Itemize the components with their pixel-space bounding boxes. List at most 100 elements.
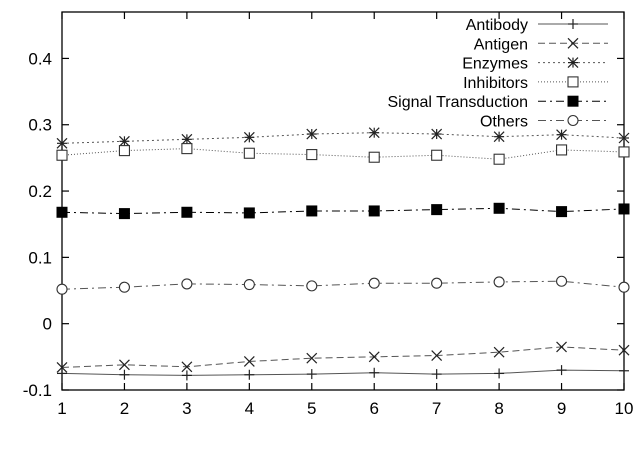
- data-point: [493, 276, 505, 288]
- x-tick-label: 2: [120, 399, 129, 418]
- series-inhibitors: [56, 143, 630, 165]
- legend-label: Antigen: [474, 36, 528, 53]
- data-point: [556, 129, 567, 141]
- data-point: [431, 204, 443, 216]
- data-point: [119, 359, 130, 371]
- data-point: [493, 153, 505, 165]
- data-point: [56, 283, 68, 295]
- legend-marker: [567, 114, 579, 127]
- data-point: [556, 365, 567, 376]
- data-point: [306, 128, 318, 140]
- legend-marker: [567, 57, 579, 69]
- data-point: [618, 146, 630, 158]
- data-point: [306, 369, 317, 380]
- data-point: [493, 346, 505, 358]
- data-point: [243, 131, 255, 143]
- data-point: [556, 341, 567, 353]
- x-tick-label: 5: [307, 399, 316, 418]
- data-point: [56, 362, 68, 373]
- data-point: [243, 147, 255, 159]
- data-point: [306, 205, 318, 217]
- data-point: [306, 280, 318, 292]
- y-tick-label: 0.4: [28, 49, 52, 68]
- data-point: [431, 149, 443, 161]
- data-point: [431, 369, 442, 380]
- legend-item: Enzymes: [462, 56, 608, 73]
- legend-item: Signal Transduction: [387, 94, 608, 111]
- legend-marker: [567, 37, 579, 49]
- data-point: [56, 149, 68, 161]
- legend: Antibody Antigen Enzymes Inhibitors Signal T…: [387, 17, 608, 131]
- series-line: [61, 207, 625, 215]
- legend-item: Inhibitors: [463, 75, 608, 92]
- series-enzymes: [56, 127, 630, 149]
- data-point: [119, 135, 130, 147]
- series-line: [61, 346, 625, 368]
- x-tick-label: 1: [57, 399, 66, 418]
- data-point: [368, 277, 380, 289]
- data-point: [306, 352, 318, 364]
- data-point: [118, 145, 130, 157]
- x-tick-label: 8: [494, 399, 503, 418]
- data-point: [56, 137, 68, 149]
- y-tick-label: -0.1: [23, 381, 52, 400]
- series-others: [56, 275, 630, 295]
- data-point: [181, 361, 193, 373]
- data-point: [119, 369, 130, 380]
- data-point: [181, 206, 193, 218]
- legend-item: Others: [480, 114, 608, 131]
- data-point: [368, 351, 380, 363]
- y-tick-label: 0: [43, 315, 52, 334]
- series-line: [61, 132, 625, 144]
- series-line: [61, 148, 625, 160]
- data-point: [181, 370, 192, 381]
- x-tick-label: 10: [615, 399, 634, 418]
- axis-ticks: 1 2 3 4 5 6 7 8 9 10 -0.1 0 0.1 0.2 0.3 0.4: [23, 12, 634, 418]
- data-point: [181, 133, 193, 145]
- data-point: [556, 144, 568, 156]
- legend-marker: [568, 19, 578, 29]
- legend-item: Antigen: [474, 36, 608, 53]
- data-point: [493, 131, 505, 143]
- data-point: [243, 279, 255, 291]
- data-point: [431, 128, 443, 140]
- data-point: [619, 365, 629, 376]
- series-layer: [56, 127, 630, 381]
- x-tick-label: 6: [369, 399, 378, 418]
- data-point: [56, 206, 68, 218]
- plot-frame: [61, 11, 625, 391]
- data-point: [431, 350, 443, 361]
- data-point: [368, 205, 380, 217]
- series-line: [61, 280, 625, 290]
- data-point: [618, 203, 630, 215]
- legend-label: Signal Transduction: [387, 94, 528, 111]
- data-point: [494, 368, 505, 379]
- data-point: [181, 278, 193, 290]
- x-tick-label: 3: [182, 399, 191, 418]
- data-point: [556, 275, 568, 287]
- legend-marker: [567, 76, 579, 88]
- data-point: [618, 132, 630, 144]
- x-tick-label: 4: [245, 399, 254, 418]
- data-point: [556, 206, 568, 218]
- data-point: [618, 344, 630, 356]
- data-point: [118, 281, 130, 293]
- data-point: [368, 151, 380, 163]
- data-point: [618, 281, 630, 293]
- data-point: [57, 368, 67, 379]
- legend-label: Inhibitors: [463, 75, 528, 92]
- legend-marker: [567, 95, 579, 107]
- data-point: [431, 277, 443, 289]
- data-point: [181, 143, 193, 155]
- y-tick-label: 0.3: [28, 116, 52, 135]
- series-line: [61, 369, 625, 376]
- series-signal-transduction: [56, 202, 630, 220]
- legend-item: Antibody: [466, 17, 608, 34]
- x-tick-label: 7: [432, 399, 441, 418]
- data-point: [493, 202, 505, 214]
- data-point: [369, 367, 380, 378]
- data-point: [243, 207, 255, 219]
- legend-label: Others: [480, 114, 528, 131]
- data-point: [306, 149, 318, 161]
